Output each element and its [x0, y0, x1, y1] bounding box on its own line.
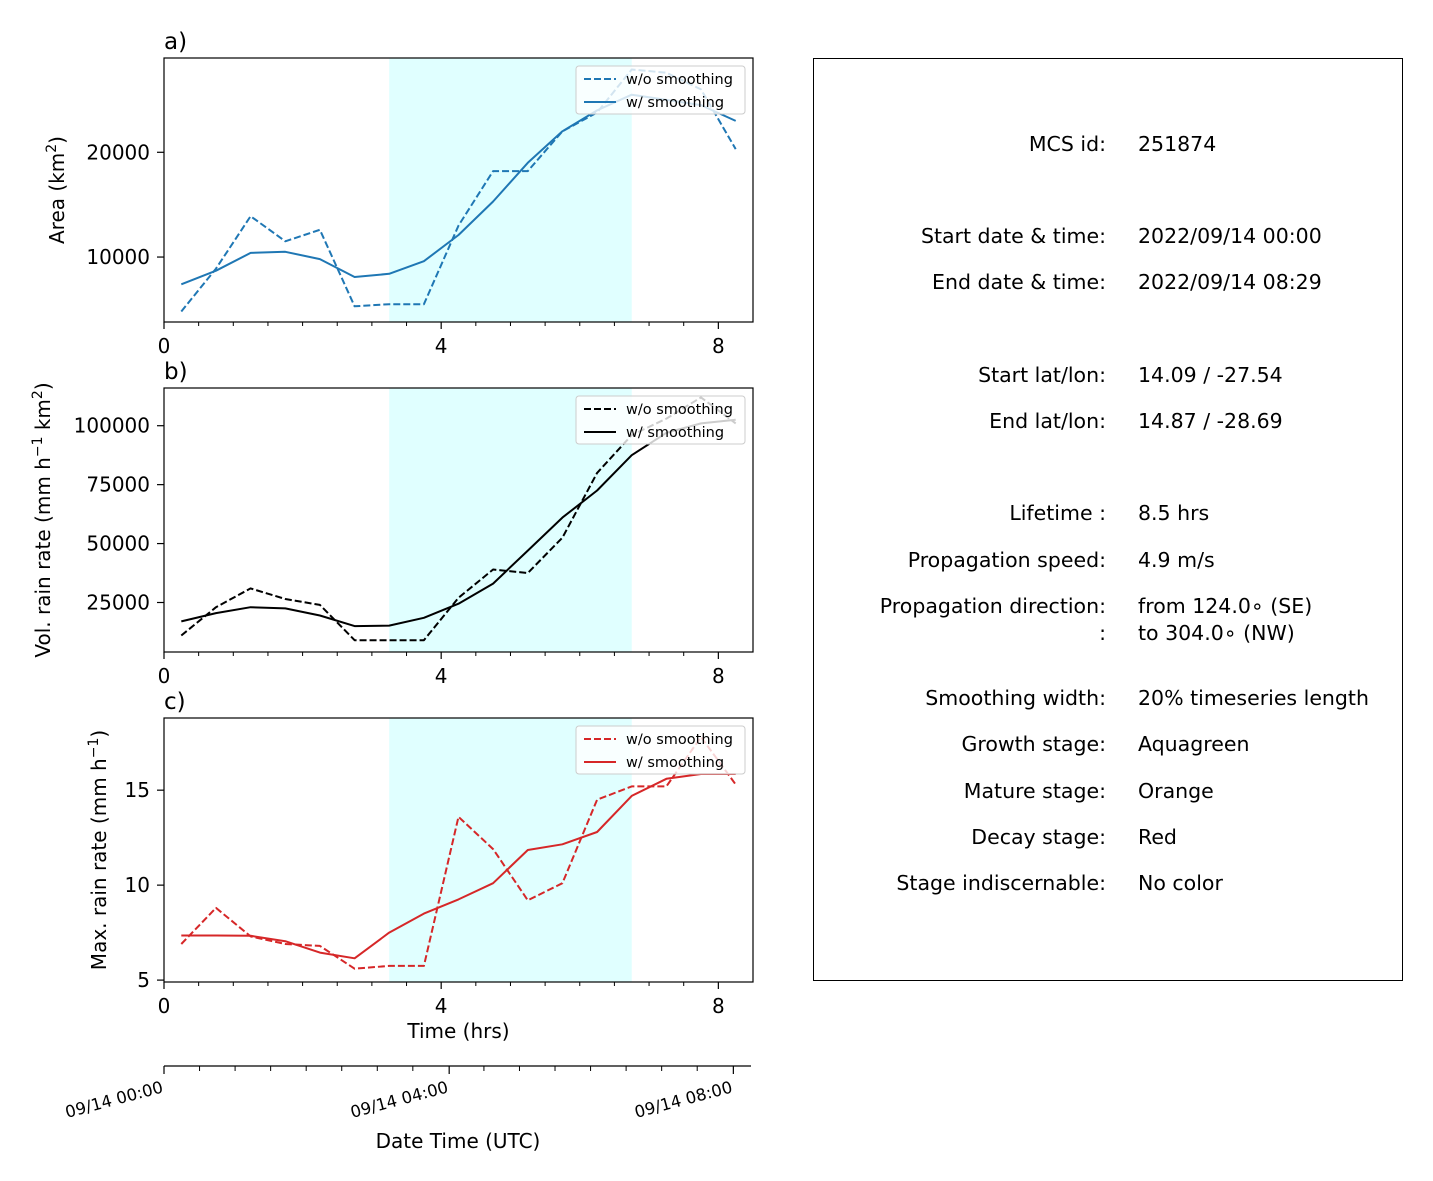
legend-entry: w/ smoothing: [626, 755, 724, 771]
info-key-mcs-id: MCS id:: [1028, 132, 1106, 156]
legend-box: [575, 65, 746, 115]
legend: w/o smoothing w/ smoothing: [575, 65, 746, 115]
series-line-raw: [180, 736, 737, 970]
info-key-propagation-direction-cont: :: [1099, 621, 1106, 645]
y-tick-label: 10: [125, 873, 150, 897]
info-key-decay-stage: Decay stage:: [971, 825, 1106, 849]
x-tick-label: 0: [158, 994, 171, 1018]
y-tick-label: 25000: [86, 591, 150, 615]
axes-frame: [163, 717, 754, 983]
info-key-end-latlon: End lat/lon:: [989, 409, 1106, 433]
x-tick-label: 0: [158, 334, 171, 358]
info-key-growth-stage: Growth stage:: [961, 732, 1106, 756]
y-tick-label: 10000: [86, 245, 150, 269]
date-tick-label: 09/14 04:00: [348, 1078, 450, 1122]
info-value-decay-stage: Red: [1138, 825, 1177, 849]
date-tick-label: 09/14 00:00: [63, 1078, 165, 1122]
info-value-end-time: 2022/09/14 08:29: [1138, 270, 1322, 294]
legend-box: [575, 725, 746, 775]
x-tick-label: 8: [712, 334, 725, 358]
info-value-growth-stage: Aquagreen: [1138, 732, 1250, 756]
x-tick-label: 4: [435, 664, 448, 688]
series-line-smoothed: [181, 418, 736, 628]
x-tick-label: 8: [712, 994, 725, 1018]
panel-label: c): [164, 689, 186, 715]
info-value-mature-stage: Orange: [1138, 779, 1214, 803]
x-tick-label: 8: [712, 664, 725, 688]
info-key-end-time: End date & time:: [932, 270, 1106, 294]
info-value-end-latlon: 14.87 / -28.69: [1138, 409, 1283, 433]
info-key-stage-indiscernable: Stage indiscernable:: [896, 871, 1106, 895]
date-axis: 09/14 00:00 09/14 04:00 09/14 08:00 Date Ti…: [63, 1065, 751, 1153]
legend-entry: w/ smoothing: [626, 425, 724, 441]
y-axis-label: Area (km2): [44, 136, 69, 244]
date-tick-label: 09/14 08:00: [633, 1078, 735, 1122]
legend: w/o smoothing w/ smoothing: [575, 395, 746, 445]
info-value-mcs-id: 251874: [1138, 132, 1217, 156]
info-value-start-latlon: 14.09 / -27.54: [1138, 363, 1283, 387]
info-value-propagation-speed: 4.9 m/s: [1138, 548, 1215, 572]
y-tick-label: 20000: [86, 140, 150, 164]
x-tick-label: 0: [158, 664, 171, 688]
legend-box: [575, 395, 746, 445]
axes-frame: [163, 57, 754, 323]
info-key-propagation-speed: Propagation speed:: [907, 548, 1106, 572]
legend: w/o smoothing w/ smoothing: [575, 725, 746, 775]
panel-b: 0 4 8 25000 50000 75000 100000 b) Vol. rain rate…: [30, 359, 754, 688]
info-value-lifetime: 8.5 hrs: [1138, 501, 1210, 525]
panel-label: b): [164, 359, 188, 385]
info-key-propagation-direction: Propagation direction:: [879, 594, 1106, 618]
axes-frame: [163, 387, 754, 653]
y-tick-label: 50000: [86, 532, 150, 556]
info-key-smoothing-width: Smoothing width:: [925, 686, 1106, 710]
panel-c: 0 4 8 5 10 15 c) Max. rain rate (mm h−1) Time (h…: [86, 689, 754, 1043]
y-axis-label: Vol. rain rate (mm h−1 km2): [30, 382, 55, 657]
date-axis-label: Date Time (UTC): [376, 1129, 541, 1153]
legend-entry: w/o smoothing: [626, 72, 733, 88]
panel-label: a): [164, 29, 187, 55]
info-key-lifetime: Lifetime :: [1009, 501, 1106, 525]
info-value-start-time: 2022/09/14 00:00: [1138, 224, 1322, 248]
y-tick-label: 15: [125, 778, 150, 802]
x-tick-label: 4: [435, 994, 448, 1018]
info-key-start-time: Start date & time:: [920, 224, 1106, 248]
x-tick-label: 4: [435, 334, 448, 358]
info-key-mature-stage: Mature stage:: [963, 779, 1106, 803]
info-value-propagation-direction-from: from 124.0∘ (SE): [1138, 594, 1313, 618]
info-key-start-latlon: Start lat/lon:: [978, 363, 1106, 387]
legend-entry: w/ smoothing: [626, 95, 724, 111]
y-tick-label: 100000: [74, 414, 150, 438]
legend-entry: w/o smoothing: [626, 732, 733, 748]
info-panel: MCS id: 251874 Start date & time: 2022/0…: [813, 58, 1403, 981]
info-value-propagation-direction-to: to 304.0∘ (NW): [1138, 621, 1295, 645]
info-value-stage-indiscernable: No color: [1138, 871, 1223, 895]
legend-entry: w/o smoothing: [626, 402, 733, 418]
y-tick-label: 5: [137, 968, 150, 992]
y-tick-label: 75000: [86, 473, 150, 497]
series-line-smoothed: [181, 773, 736, 960]
y-axis-label: Max. rain rate (mm h−1): [86, 730, 111, 970]
x-axis-label: Time (hrs): [406, 1019, 509, 1043]
info-value-smoothing-width: 20% timeseries length: [1138, 686, 1369, 710]
